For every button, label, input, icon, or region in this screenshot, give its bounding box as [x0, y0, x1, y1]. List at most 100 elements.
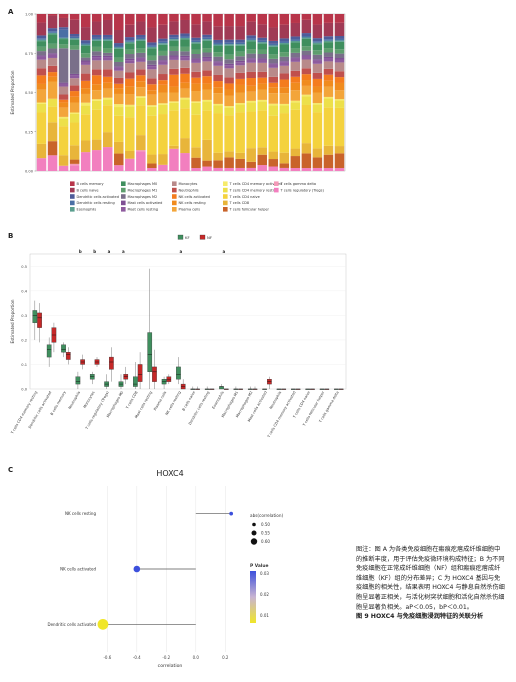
bar-segment — [36, 41, 47, 47]
panel-label-b: B — [8, 232, 14, 240]
bar-segment — [290, 40, 301, 43]
x-tick-label-c: -0.2 — [162, 655, 170, 660]
bar-segment — [136, 135, 146, 151]
bar-segment — [246, 111, 256, 149]
bar-segment — [147, 115, 157, 155]
bar-segment — [169, 51, 179, 56]
bar-segment — [290, 82, 301, 91]
bar-segment — [102, 105, 113, 133]
bar-segment — [191, 168, 201, 171]
bar-segment — [268, 45, 279, 47]
bar-segment — [169, 59, 179, 69]
bar-segment — [169, 145, 179, 149]
bar-segment — [158, 41, 168, 44]
bar-segment — [334, 62, 345, 72]
size-legend-label: 0.60 — [261, 539, 270, 544]
bar-segment — [279, 56, 290, 62]
bar-segment — [213, 160, 223, 168]
bar-segment — [125, 94, 135, 105]
bar-segment — [279, 61, 290, 63]
bar-segment — [69, 78, 80, 86]
legend-label-a: B cells memory — [77, 182, 104, 186]
bar-segment — [102, 57, 113, 61]
bar-segment — [158, 103, 168, 105]
bar-segment — [136, 61, 146, 70]
bar-segment — [235, 51, 245, 57]
bar-segment — [257, 99, 267, 102]
bar-segment — [334, 77, 345, 83]
bar-segment — [36, 102, 47, 104]
legend-swatch-a — [121, 200, 126, 206]
bar-segment — [246, 59, 256, 63]
bar-segment — [114, 141, 124, 154]
bar-segment — [47, 122, 58, 142]
bar-segment — [47, 48, 58, 54]
bar-segment — [125, 104, 135, 107]
bar-segment — [312, 148, 323, 158]
bar-segment — [36, 35, 47, 39]
bar-segment — [246, 49, 256, 54]
y-tick-label-a: 0.00 — [25, 170, 34, 174]
legend-label-a: NK cells activated — [179, 195, 210, 199]
bar-segment — [213, 113, 223, 153]
bar-segment — [169, 148, 179, 171]
bar-segment — [69, 19, 80, 34]
bar-segment — [147, 78, 157, 85]
bar-segment — [36, 51, 47, 56]
bar-segment — [147, 106, 157, 116]
color-legend-bar — [250, 571, 256, 623]
bar-segment — [312, 63, 323, 73]
bar-segment — [36, 56, 47, 60]
x-tick-label-c: -0.4 — [133, 655, 141, 660]
bar-segment — [334, 107, 345, 147]
bar-segment — [323, 98, 334, 108]
bar-segment — [102, 14, 113, 20]
bar-segment — [180, 153, 190, 171]
color-legend-label: 0.01 — [260, 613, 269, 618]
bar-segment — [334, 22, 345, 37]
bar-segment — [213, 65, 223, 75]
bar-segment — [235, 44, 245, 46]
bar-segment — [334, 58, 345, 60]
bar-segment — [147, 46, 157, 49]
bar-segment — [301, 96, 312, 105]
bar-segment — [180, 19, 190, 34]
bar-segment — [69, 165, 80, 171]
bar-segment — [47, 98, 58, 107]
bar-segment — [213, 56, 223, 62]
bar-segment — [202, 139, 212, 161]
bar-segment — [158, 154, 168, 165]
legend-swatch-a — [121, 194, 126, 199]
bar-segment — [246, 100, 256, 103]
x-tick-label-c: 0.2 — [222, 655, 229, 660]
y-tick-label-a: 0.25 — [25, 130, 33, 134]
caption-title: 图 9 HOXC4 与免疫细胞浸润特征的关联分析 — [356, 613, 484, 621]
bar-segment — [213, 52, 223, 57]
y-tick-label-b: 0.0 — [21, 388, 27, 392]
y-tick-label-a: 0.75 — [25, 52, 33, 56]
legend-label-a: Macrophages M2 — [128, 195, 158, 199]
bar-segment — [136, 150, 146, 152]
y-tick-label-c: NK cells activated — [60, 567, 96, 572]
bar-segment — [246, 161, 256, 168]
bar-segment — [147, 105, 157, 107]
bar-segment — [102, 52, 113, 56]
bar-segment — [180, 51, 190, 56]
bar-segment — [136, 39, 146, 41]
bar-segment — [136, 81, 146, 88]
bar-segment — [279, 52, 290, 57]
bar-segment — [301, 85, 312, 95]
y-tick-label-a: 0.50 — [25, 91, 34, 95]
bar-segment — [257, 58, 267, 60]
bar-segment — [102, 132, 113, 148]
bar-segment — [114, 67, 124, 71]
bar-segment — [323, 96, 334, 99]
bar-segment — [180, 73, 190, 83]
bar-segment — [191, 58, 201, 60]
bar-segment — [334, 38, 345, 41]
x-tick-label-b: T cells CD8 — [125, 391, 139, 411]
bar-segment — [91, 90, 102, 100]
bar-segment — [268, 166, 279, 171]
legend-swatch-a — [223, 207, 228, 212]
bar-segment — [136, 21, 146, 35]
